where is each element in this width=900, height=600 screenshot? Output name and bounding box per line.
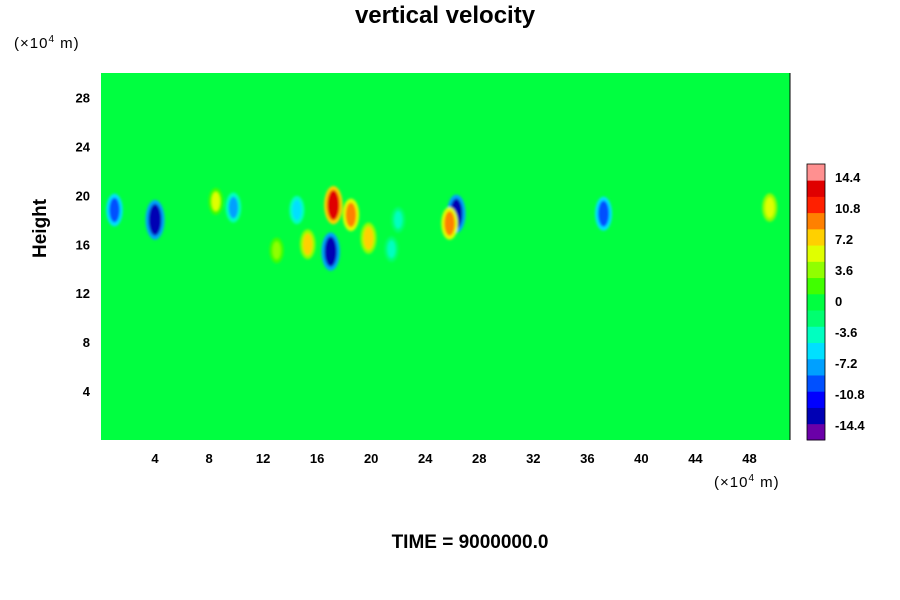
x-unit-exponent: 4 xyxy=(748,473,756,484)
y-tick-label: 8 xyxy=(83,335,90,350)
field-feature xyxy=(228,196,239,219)
y-unit-prefix: (×10 xyxy=(14,35,49,52)
colorbar-label: -14.4 xyxy=(835,418,865,433)
colorbar-swatch xyxy=(807,196,825,214)
colorbar-label: -7.2 xyxy=(835,356,857,371)
colorbar-label: 10.8 xyxy=(835,201,860,216)
y-tick-label: 12 xyxy=(76,286,90,301)
colorbar-label: 14.4 xyxy=(835,170,861,185)
colorbar-swatch xyxy=(807,212,825,230)
x-tick-label: 24 xyxy=(418,451,433,466)
colorbar-label: -3.6 xyxy=(835,325,857,340)
field-feature xyxy=(363,226,374,250)
y-tick-label: 28 xyxy=(76,90,90,105)
field-features xyxy=(106,186,778,271)
field-feature xyxy=(148,204,162,236)
field-feature xyxy=(324,236,337,267)
colorbar-swatch xyxy=(807,228,825,246)
colorbar-label: -10.8 xyxy=(835,387,865,402)
colorbar-swatch xyxy=(807,358,825,376)
field-feature xyxy=(272,241,281,260)
x-tick-label: 32 xyxy=(526,451,540,466)
time-readout: TIME = 9000000.0 xyxy=(391,532,549,553)
y-axis-unit: (×104 m) xyxy=(14,34,80,52)
y-tick-label: 20 xyxy=(76,188,90,203)
y-tick-label: 24 xyxy=(76,139,91,154)
field-feature xyxy=(302,233,313,256)
y-tick-label: 4 xyxy=(83,384,91,399)
x-tick-label: 16 xyxy=(310,451,324,466)
colorbar-frame xyxy=(806,163,826,441)
colorbar-swatch xyxy=(807,277,825,295)
plot-background xyxy=(101,73,790,440)
x-tick-label: 36 xyxy=(580,451,594,466)
y-tick-label: 16 xyxy=(76,237,90,252)
field-feature xyxy=(211,191,221,211)
colorbar-swatch xyxy=(807,375,825,392)
colorbar-swatch xyxy=(807,293,825,311)
x-tick-label: 48 xyxy=(742,451,756,466)
field-feature xyxy=(109,197,120,223)
y-unit-exponent: 4 xyxy=(48,34,56,45)
x-tick-label: 8 xyxy=(205,451,212,466)
colorbar-swatch xyxy=(807,326,825,343)
x-tick-label: 28 xyxy=(472,451,486,466)
x-tick-label: 40 xyxy=(634,451,648,466)
field-feature xyxy=(345,202,357,228)
colorbar-swatch xyxy=(807,245,825,262)
colorbar-swatch xyxy=(807,261,825,279)
y-unit-suffix: m) xyxy=(55,35,80,52)
colorbar-swatch xyxy=(807,342,825,360)
x-unit-prefix: (×10 xyxy=(714,474,749,491)
field-feature xyxy=(292,199,302,221)
colorbar-swatch xyxy=(807,310,825,327)
colorbar-swatch xyxy=(807,164,825,181)
field-feature xyxy=(444,211,455,236)
x-tick-label: 20 xyxy=(364,451,378,466)
x-tick-label: 12 xyxy=(256,451,270,466)
colorbar-swatch xyxy=(807,423,825,441)
chart-title: vertical velocity xyxy=(354,2,536,29)
x-unit-suffix: m) xyxy=(755,474,780,491)
field-feature xyxy=(327,190,340,221)
colorbar-swatch xyxy=(807,180,825,197)
colorbar-swatch xyxy=(807,391,825,408)
field-feature xyxy=(394,211,403,229)
colorbar-label: 3.6 xyxy=(835,263,853,278)
colorbar-label: 0 xyxy=(835,294,842,309)
field-feature xyxy=(765,197,775,218)
x-tick-label: 4 xyxy=(151,451,159,466)
x-axis-unit: (×104 m) xyxy=(714,473,780,491)
x-tick-label: 44 xyxy=(688,451,703,466)
field-feature xyxy=(387,240,396,258)
colorbar-label: 7.2 xyxy=(835,232,853,247)
field-feature xyxy=(598,200,610,227)
colorbar-swatch xyxy=(807,407,825,425)
